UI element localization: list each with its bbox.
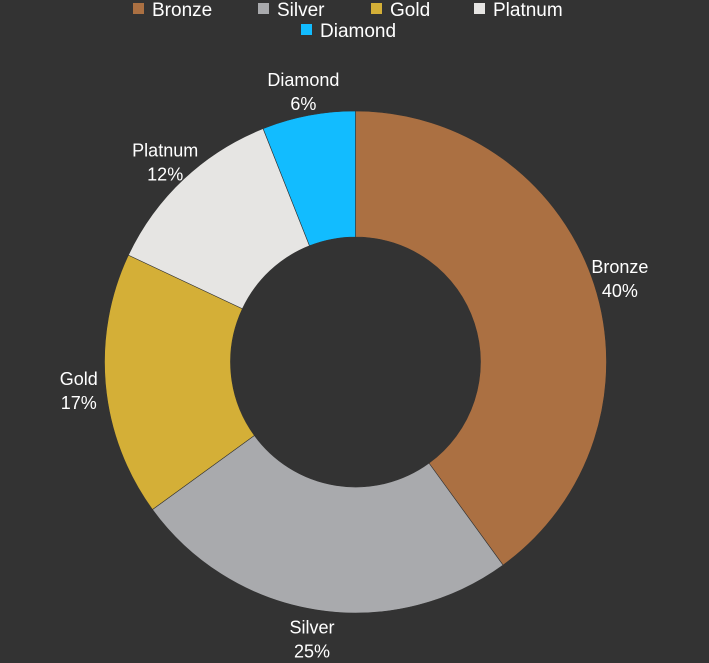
legend-label-platnum: Platnum	[493, 0, 563, 21]
slice-label-category: Gold	[60, 369, 98, 389]
slice-label-value: 17%	[61, 393, 97, 413]
slice-diamond[interactable]	[262, 110, 356, 247]
legend-swatch-platnum	[474, 3, 485, 14]
slice-label-value: 25%	[294, 642, 330, 662]
legend-swatch-diamond	[301, 24, 312, 35]
slice-labels: Bronze 40% Silver 25% Gold 17% Platnum 12% Diamo…	[60, 70, 649, 662]
slice-label-category: Silver	[290, 618, 335, 638]
legend-label-bronze: Bronze	[152, 0, 212, 21]
slice-label-value: 40%	[602, 281, 638, 301]
legend-item-diamond[interactable]: Diamond	[301, 21, 396, 42]
slice-label-platnum: Platnum 12%	[132, 140, 198, 184]
legend-swatch-gold	[371, 3, 382, 14]
slice-gold[interactable]	[104, 254, 255, 510]
legend-swatch-silver	[258, 3, 269, 14]
chart-legend: Bronze Silver Gold Platnum Diamond	[133, 0, 563, 42]
legend-item-bronze[interactable]: Bronze	[133, 0, 212, 21]
legend-label-diamond: Diamond	[320, 21, 396, 42]
slice-bronze[interactable]	[355, 110, 607, 566]
legend-item-gold[interactable]: Gold	[371, 0, 430, 21]
slice-label-gold: Gold 17%	[60, 369, 98, 413]
slice-label-diamond: Diamond 6%	[267, 70, 339, 114]
slice-label-value: 6%	[290, 94, 316, 114]
legend-swatch-bronze	[133, 3, 144, 14]
legend-item-silver[interactable]: Silver	[258, 0, 325, 21]
donut-slices	[104, 110, 607, 614]
legend-item-platnum[interactable]: Platnum	[474, 0, 563, 21]
slice-label-value: 12%	[147, 164, 183, 184]
slice-silver[interactable]	[152, 435, 504, 614]
legend-label-silver: Silver	[277, 0, 325, 21]
legend-label-gold: Gold	[390, 0, 430, 21]
slice-label-bronze: Bronze 40%	[591, 257, 648, 301]
slice-label-category: Bronze	[591, 257, 648, 277]
slice-label-silver: Silver 25%	[290, 618, 335, 662]
slice-label-category: Diamond	[267, 70, 339, 90]
slice-label-category: Platnum	[132, 140, 198, 160]
